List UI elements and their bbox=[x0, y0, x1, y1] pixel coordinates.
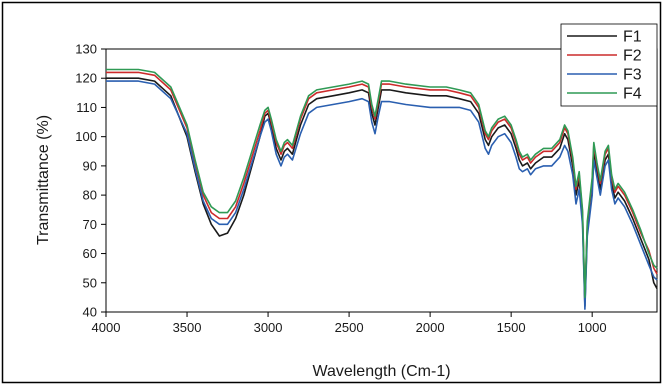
y-tick-label: 90 bbox=[83, 158, 97, 173]
x-tick-label: 3000 bbox=[254, 320, 283, 335]
x-axis-title: Wavelength (Cm-1) bbox=[312, 363, 450, 380]
y-tick-label: 130 bbox=[75, 42, 97, 57]
x-axis-ticks: 4000 3500 3000 2500 2000 1500 1000 bbox=[92, 312, 607, 335]
y-tick-label: 50 bbox=[83, 275, 97, 290]
legend-label-f2: F2 bbox=[623, 48, 642, 65]
x-tick-label: 1000 bbox=[578, 320, 607, 335]
legend-label-f1: F1 bbox=[623, 29, 642, 46]
x-tick-label: 4000 bbox=[92, 320, 121, 335]
x-tick-label: 3500 bbox=[173, 320, 202, 335]
y-axis-ticks: 40 50 60 70 80 90 100 110 120 130 bbox=[75, 42, 106, 320]
x-tick-label: 2000 bbox=[416, 320, 445, 335]
series-line-f3 bbox=[106, 80, 658, 310]
legend-label-f4: F4 bbox=[623, 86, 642, 103]
y-tick-label: 70 bbox=[83, 217, 97, 232]
y-axis-title: Transmittance (%) bbox=[35, 115, 52, 245]
series-group bbox=[106, 68, 658, 310]
plot-area bbox=[105, 48, 658, 313]
y-tick-label: 110 bbox=[76, 100, 97, 115]
legend: F1 F2 F3 F4 bbox=[560, 23, 658, 107]
y-tick-label: 80 bbox=[83, 188, 97, 203]
legend-label-f3: F3 bbox=[623, 67, 642, 84]
series-line-f4 bbox=[106, 68, 658, 299]
y-tick-label: 120 bbox=[75, 71, 97, 86]
chart-frame bbox=[1, 1, 662, 384]
y-tick-label: 100 bbox=[75, 129, 97, 144]
y-tick-label: 60 bbox=[83, 246, 97, 261]
x-tick-label: 1500 bbox=[497, 320, 526, 335]
y-tick-label: 40 bbox=[83, 305, 97, 320]
x-tick-label: 2500 bbox=[335, 320, 364, 335]
